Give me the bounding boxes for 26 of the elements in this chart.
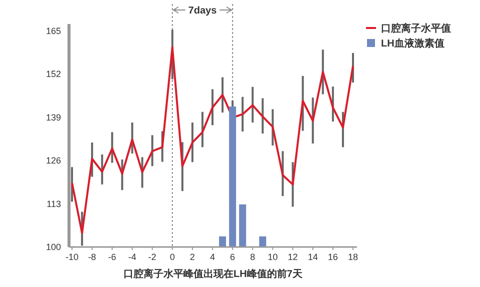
x-tick-label: -10 [66,252,79,262]
x-tick-label: 4 [210,252,216,262]
y-tick-label: 100 [46,242,61,252]
x-tick-label: -4 [128,252,136,262]
x-tick-label: 8 [250,252,256,262]
text: 7days [188,6,218,16]
y-tick-label: 139 [46,112,61,122]
x-tick-label: 0 [170,252,175,262]
x-tick-label: 10 [268,252,278,262]
y-tick-label: 165 [46,26,61,36]
legend-label: LH血液激素值 [381,38,444,50]
x-tick-label: 2 [190,252,195,262]
x-tick-label: 6 [230,252,236,262]
x-tick-label: 18 [348,252,358,262]
x-tick-label: 12 [288,252,298,262]
legend-label: 口腔离子水平值 [381,22,451,34]
x-tick-label: 16 [328,252,338,262]
line-series [71,46,354,234]
x-tick-label: -8 [88,252,96,262]
x-tick-label: -6 [108,252,116,262]
y-tick-label: 152 [46,69,61,80]
x-tick-label: -2 [148,252,156,262]
x-tick-label: 14 [308,252,318,262]
x-axis-title: 口腔离子水平峰值出现在LH峰值的前7天 [124,268,304,280]
y-tick-label: 126 [46,156,61,166]
y-tick-label: 113 [46,198,61,209]
